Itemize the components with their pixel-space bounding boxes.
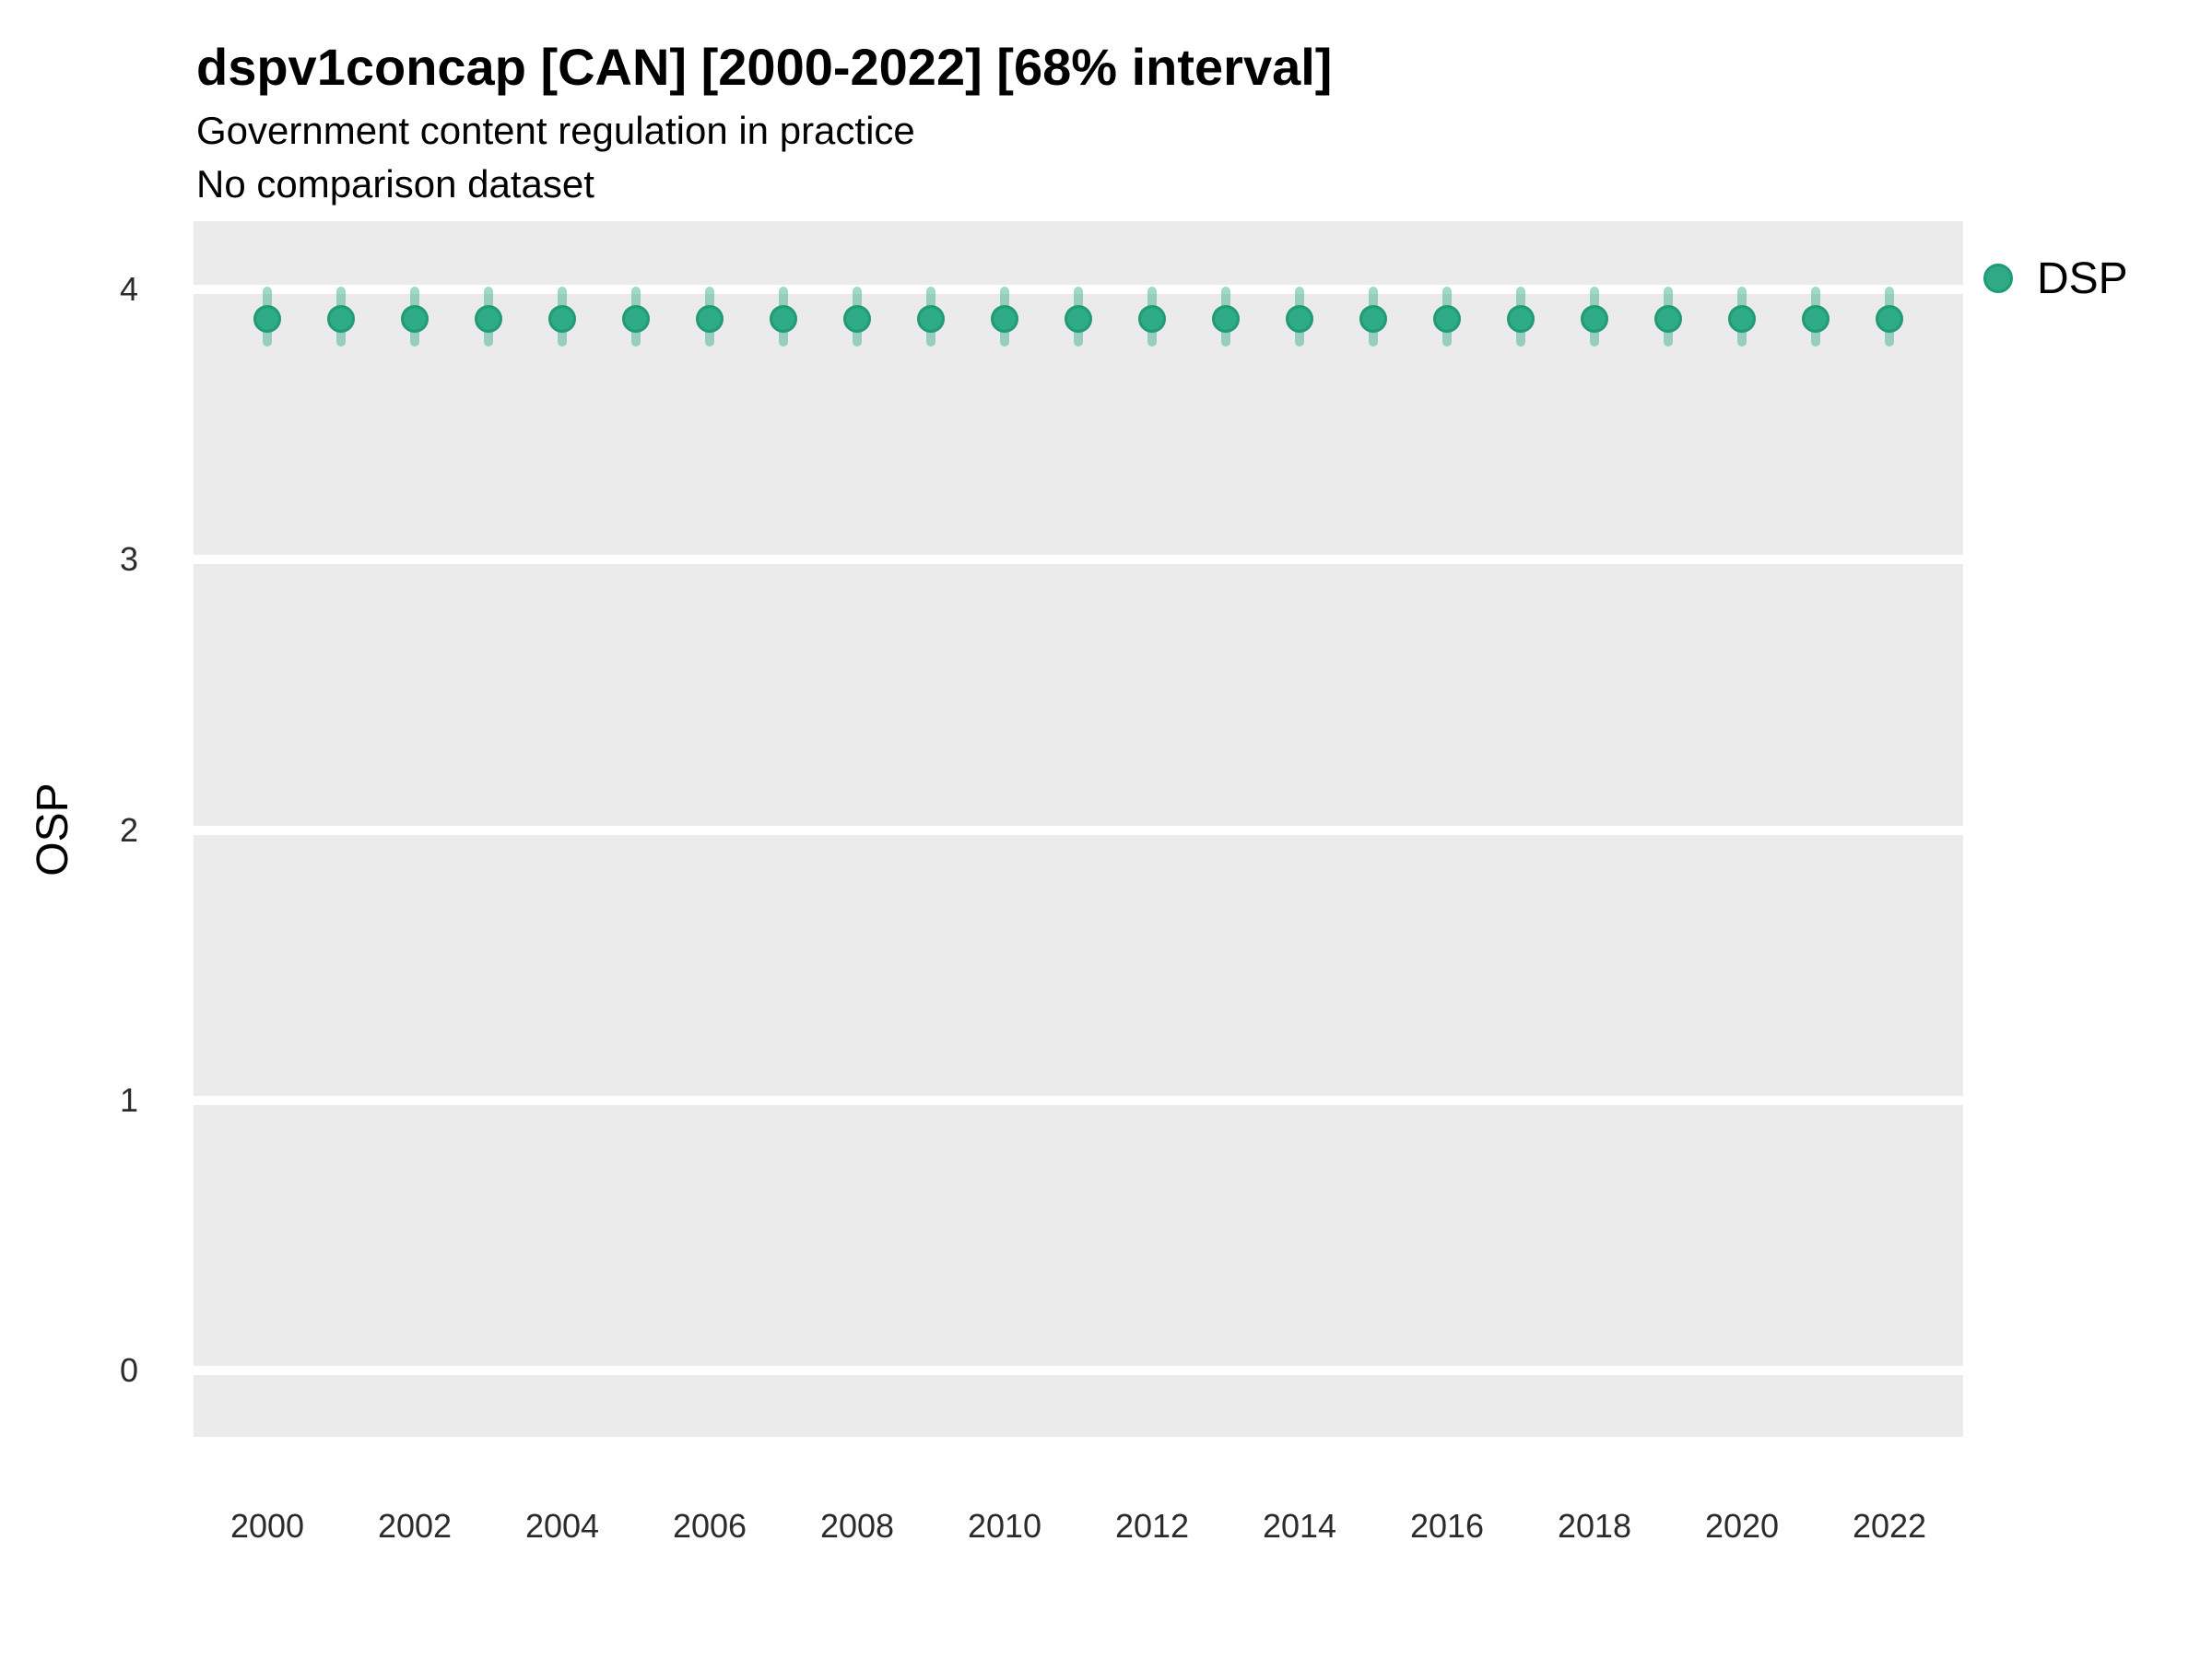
data-point-dot bbox=[253, 305, 281, 334]
y-tick-label: 2 bbox=[119, 810, 138, 849]
x-tick-label: 2004 bbox=[524, 1507, 600, 1545]
data-point-dot bbox=[1433, 305, 1461, 334]
legend: DSP bbox=[1983, 249, 2128, 308]
gridline-y-4 bbox=[194, 285, 1963, 294]
data-point-dot bbox=[1581, 305, 1608, 334]
data-point-dot bbox=[475, 305, 502, 334]
x-tick-label: 2002 bbox=[377, 1507, 453, 1545]
data-point-dot bbox=[401, 305, 429, 334]
gridline-y-1 bbox=[194, 1095, 1963, 1105]
x-tick-label: 2012 bbox=[1114, 1507, 1190, 1545]
data-point-dot bbox=[548, 305, 576, 334]
chart-subtitle-note: No comparison dataset bbox=[196, 162, 594, 206]
x-tick-label: 2016 bbox=[1409, 1507, 1485, 1545]
legend-label: DSP bbox=[2037, 253, 2128, 303]
plot-panel bbox=[194, 221, 1963, 1437]
data-point-dot bbox=[1138, 305, 1166, 334]
data-point-dot bbox=[770, 305, 797, 334]
legend-marker-dot-icon bbox=[1983, 264, 2013, 293]
data-point-dot bbox=[696, 305, 724, 334]
gridline-y-2 bbox=[194, 825, 1963, 835]
y-tick-label: 3 bbox=[119, 540, 138, 579]
x-tick-label: 2008 bbox=[819, 1507, 895, 1545]
x-tick-label: 2020 bbox=[1704, 1507, 1780, 1545]
chart-title: dspv1concap [CAN] [2000-2022] [68% inter… bbox=[196, 38, 1333, 96]
data-point-dot bbox=[991, 305, 1018, 334]
data-point-dot bbox=[1728, 305, 1756, 334]
data-point-dot bbox=[1876, 305, 1903, 334]
y-tick-label: 4 bbox=[119, 270, 138, 308]
data-point-dot bbox=[917, 305, 945, 334]
y-tick-label: 1 bbox=[119, 1080, 138, 1119]
gridline-y-3 bbox=[194, 555, 1963, 565]
data-point-dot bbox=[1286, 305, 1313, 334]
data-point-dot bbox=[1802, 305, 1830, 334]
x-tick-label: 2010 bbox=[967, 1507, 1042, 1545]
data-point-dot bbox=[1212, 305, 1240, 334]
data-point-dot bbox=[843, 305, 871, 334]
data-point-dot bbox=[622, 305, 650, 334]
data-point-dot bbox=[1654, 305, 1682, 334]
x-tick-label: 2006 bbox=[672, 1507, 747, 1545]
x-tick-label: 2018 bbox=[1557, 1507, 1632, 1545]
data-point-dot bbox=[1065, 305, 1092, 334]
x-tick-label: 2022 bbox=[1852, 1507, 1927, 1545]
chart-subtitle: Government content regulation in practic… bbox=[196, 109, 915, 152]
y-tick-label: 0 bbox=[119, 1351, 138, 1389]
x-tick-label: 2014 bbox=[1262, 1507, 1337, 1545]
gridline-y-0 bbox=[194, 1366, 1963, 1375]
data-point-dot bbox=[327, 305, 355, 334]
data-point-dot bbox=[1507, 305, 1535, 334]
x-tick-label: 2000 bbox=[229, 1507, 305, 1545]
data-point-dot bbox=[1359, 305, 1387, 334]
